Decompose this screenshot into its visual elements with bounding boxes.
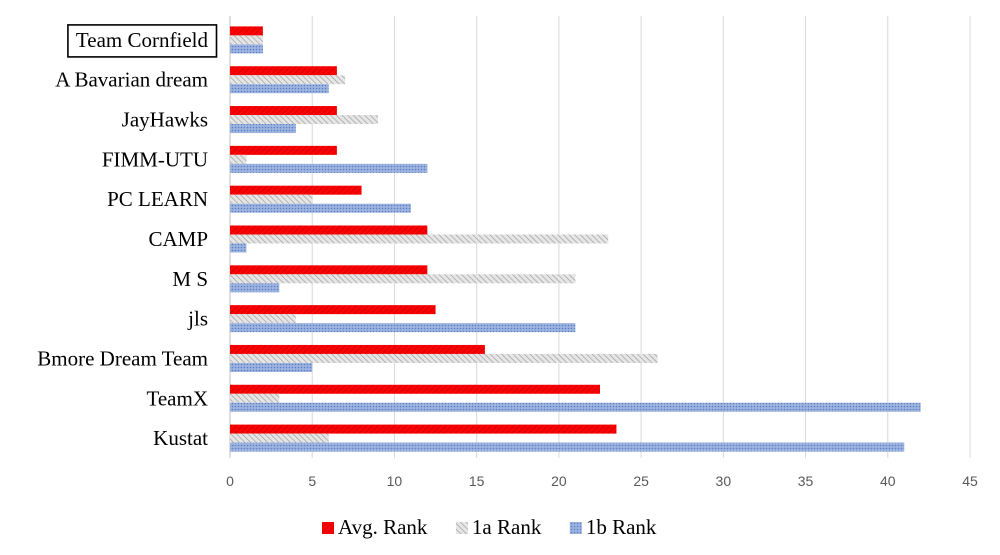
category-label: jls xyxy=(187,307,208,331)
x-tick-label: 35 xyxy=(798,473,814,489)
category-label: Bmore Dream Team xyxy=(37,346,208,370)
x-tick-label: 10 xyxy=(387,473,403,489)
category-label: CAMP xyxy=(148,227,208,251)
legend-label: Avg. Rank xyxy=(338,515,428,539)
bar-1b-rank xyxy=(230,402,921,412)
bar-1a-rank xyxy=(230,353,658,363)
bar-1b-rank xyxy=(230,243,247,253)
bar-1a-rank xyxy=(230,234,609,244)
legend-swatch xyxy=(322,522,334,534)
bar-avg-rank xyxy=(230,145,337,155)
bar-1b-rank xyxy=(230,124,296,134)
category-label: A Bavarian dream xyxy=(55,68,208,92)
bar-1b-rank xyxy=(230,442,905,452)
category-label: JayHawks xyxy=(122,108,208,132)
x-tick-label: 5 xyxy=(308,473,316,489)
bar-avg-rank xyxy=(230,185,362,195)
bar-avg-rank xyxy=(230,26,263,36)
category-label: Kustat xyxy=(153,426,208,450)
bar-1a-rank xyxy=(230,35,263,45)
x-tick-label: 20 xyxy=(551,473,567,489)
category-label: Team Cornfield xyxy=(76,28,209,52)
bar-avg-rank xyxy=(230,424,617,434)
x-tick-labels: 0 5 10 15 20 25 30 35 40 45 xyxy=(226,473,978,489)
bar-1b-rank xyxy=(230,203,411,213)
bar-1b-rank xyxy=(230,84,329,94)
legend: Avg. Rank 1a Rank 1b Rank xyxy=(322,515,657,539)
x-tick-label: 25 xyxy=(633,473,649,489)
bar-avg-rank xyxy=(230,66,337,76)
bars xyxy=(230,26,921,452)
bar-1a-rank xyxy=(230,433,329,443)
category-label: PC LEARN xyxy=(107,187,208,211)
x-tick-label: 0 xyxy=(226,473,234,489)
category-labels: Team Cornfield A Bavarian dream JayHawks FI… xyxy=(37,24,218,450)
x-tick-label: 45 xyxy=(962,473,978,489)
bar-1a-rank xyxy=(230,314,296,324)
bar-1a-rank xyxy=(230,75,346,85)
legend-label: 1b Rank xyxy=(586,515,657,539)
legend-swatch xyxy=(569,522,582,534)
bar-avg-rank xyxy=(230,265,428,275)
bar-1b-rank xyxy=(230,323,576,333)
bar-1b-rank xyxy=(230,283,280,293)
bar-1a-rank xyxy=(230,274,576,284)
bar-avg-rank xyxy=(230,305,436,315)
category-label: FIMM-UTU xyxy=(102,147,208,171)
x-tick-label: 15 xyxy=(469,473,485,489)
legend-label: 1a Rank xyxy=(472,515,542,539)
category-label: TeamX xyxy=(146,386,208,410)
x-tick-label: 30 xyxy=(716,473,732,489)
x-tick-label: 40 xyxy=(880,473,896,489)
bar-avg-rank xyxy=(230,384,600,394)
bar-1a-rank xyxy=(230,393,280,403)
bar-1a-rank xyxy=(230,115,378,125)
bar-1a-rank xyxy=(230,154,247,164)
highlight-box xyxy=(67,24,218,58)
bar-avg-rank xyxy=(230,106,337,116)
bar-1b-rank xyxy=(230,44,263,54)
category-label: M S xyxy=(172,267,208,291)
bar-avg-rank xyxy=(230,344,485,354)
bar-1a-rank xyxy=(230,194,313,204)
bar-1b-rank xyxy=(230,163,428,173)
legend-swatch xyxy=(455,522,468,534)
bar-1b-rank xyxy=(230,362,313,372)
bar-avg-rank xyxy=(230,225,428,235)
